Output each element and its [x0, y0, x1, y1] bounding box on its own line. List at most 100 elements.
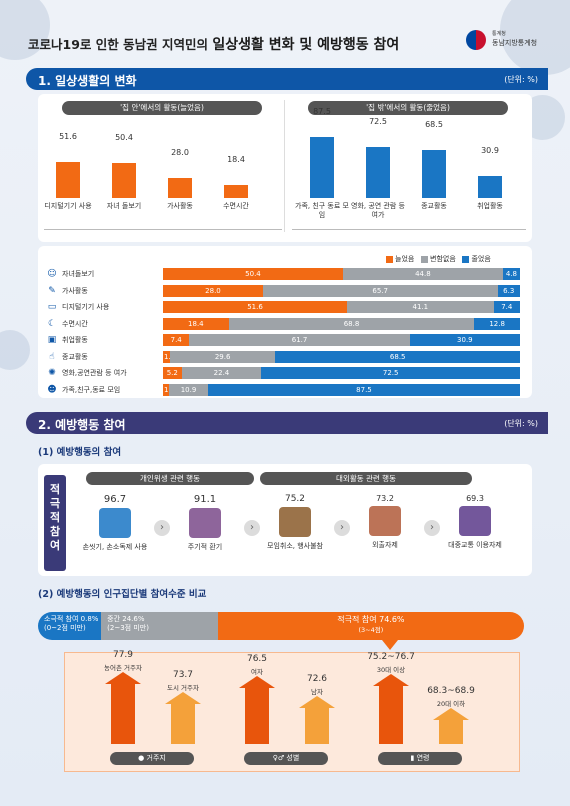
column-label: 종교활동 — [421, 202, 447, 210]
group-value: 73.7 — [172, 670, 194, 680]
inside-header: '집 안'에서의 활동(늘었음) — [62, 101, 262, 115]
group-value: 72.6 — [306, 674, 328, 684]
active-participation-tag: 적극적 참여 — [44, 475, 66, 571]
film-icon: ✺ — [48, 368, 56, 378]
column-bar — [56, 161, 80, 198]
column-value: 87.5 — [313, 106, 331, 116]
window-icon — [189, 508, 221, 538]
roof-icon — [105, 672, 141, 684]
residence-button: ● 거주지 — [110, 752, 194, 765]
child-care-icon: ☺ — [47, 269, 57, 279]
column-2: 68.5 종교활동 — [414, 94, 454, 242]
column-1: 72.5 영화, 공연 관람 등 여가 — [351, 94, 405, 242]
action-label: 손씻기, 손소독제 사용 — [82, 543, 148, 551]
group-label: 30대 이상 — [376, 666, 406, 674]
door-icon — [369, 506, 401, 536]
row-bars: 51.6 41.1 7.4 — [163, 301, 520, 313]
prevention-action: 73.2 외출자제 — [346, 494, 424, 550]
column-value: 28.0 — [171, 148, 189, 158]
column-value: 51.6 — [59, 131, 77, 141]
table-row: ▭ 디지털기기 사용 51.6 41.1 7.4 — [44, 301, 520, 313]
row-bars: 1.710.987.5 — [163, 383, 520, 396]
panel-divider — [284, 100, 285, 232]
column-value: 68.5 — [425, 120, 443, 130]
row-bars: 7.4 61.7 30.9 — [163, 334, 520, 346]
column-label: 수면시간 — [223, 202, 249, 210]
device-icon: ▭ — [47, 302, 57, 312]
column-value: 18.4 — [227, 155, 245, 165]
activity-panel: '집 안'에서의 활동(늘었음) '집 밖'에서의 활동(줄었음) 51.6 디지… — [38, 94, 532, 242]
page-title: 코로나19로 인한 동남권 지역민의 일상생활 변화 및 예방행동 참여 — [28, 37, 400, 53]
row-label: 가족,친구,동료 모임 — [62, 385, 121, 394]
increased-segment: 7.4 — [163, 334, 190, 346]
increased-segment: 50.4 — [163, 268, 343, 280]
bus-icon — [459, 506, 491, 536]
moon-icon: ☾ — [47, 318, 57, 329]
action-value: 96.7 — [103, 494, 127, 505]
personal-hygiene-header: 개인위생 관련 행동 — [86, 472, 254, 485]
group-value: 75.2~76.7 — [367, 652, 415, 662]
increased-segment: 28.0 — [163, 284, 263, 297]
increased-segment: 5.2 — [163, 367, 182, 379]
column-label: 디지털기기 사용 — [44, 202, 92, 210]
column-bar — [224, 185, 248, 198]
subsection2-title: (2) 예방행동의 인구집단별 참여수준 비교 — [38, 589, 207, 600]
prevention-action: 96.7 손씻기, 손소독제 사용 — [76, 494, 154, 552]
unchanged-segment: 61.7 — [189, 334, 410, 346]
column-1: 50.4 자녀 돌보기 — [104, 94, 144, 242]
age-button: ▮ 연령 — [378, 752, 462, 765]
section2-header: 2. 예방행동 참여 (단위: %) — [26, 412, 548, 434]
column-bar — [422, 150, 446, 198]
table-row: ▣ 취업활동 7.4 61.7 30.9 — [44, 334, 520, 346]
column-bar — [478, 176, 502, 198]
action-value: 69.3 — [466, 494, 484, 503]
unchanged-segment: 29.6 — [169, 350, 276, 363]
prevention-action: 75.2 모임취소, 행사불참 — [256, 494, 334, 551]
house-icon — [439, 720, 463, 744]
gender-button: ♀♂ 성별 — [244, 752, 328, 765]
column-bar — [168, 178, 192, 198]
column-0: 51.6 디지털기기 사용 — [44, 94, 91, 242]
action-label: 외출자제 — [372, 541, 398, 549]
chevron-right-icon: › — [424, 520, 440, 536]
unchanged-segment: 65.7 — [262, 284, 498, 297]
agency-logo: 통계청 동남지방통계청 — [466, 28, 546, 56]
house-icon — [245, 688, 269, 744]
action-label: 모임취소, 행사불참 — [267, 542, 323, 550]
section1-header: 1. 일상생활의 변화 (단위: %) — [26, 68, 548, 90]
decreased-segment: 7.4 — [493, 301, 520, 313]
row-bars: 28.0 65.7 6.3 — [163, 284, 520, 297]
row-bars: 1.929.668.5 — [163, 350, 520, 363]
decreased-segment: 68.5 — [275, 350, 520, 363]
group-value: 76.5 — [246, 654, 268, 664]
unchanged-segment: 10.9 — [169, 383, 208, 396]
column-label: 가족, 친구 동료 모임 — [295, 202, 349, 219]
group-label: 농어촌 거주자 — [104, 664, 142, 672]
table-row: ☝ 종교활동 1.929.668.5 — [44, 350, 520, 363]
house-icon — [379, 686, 403, 744]
unchanged-segment: 41.1 — [347, 301, 494, 313]
column-bar — [310, 136, 334, 198]
roof-icon — [165, 692, 201, 704]
house-icon — [171, 704, 195, 744]
outside-header: '집 밖'에서의 활동(줄었음) — [308, 101, 508, 115]
action-value: 75.2 — [284, 494, 306, 504]
stack-pointer — [382, 640, 398, 650]
table-row: ☺ 자녀돌보기 50.4 44.8 4.8 — [44, 268, 520, 280]
increased-segment: 18.4 — [163, 317, 229, 330]
column-label: 가사활동 — [167, 202, 193, 210]
row-bars: 18.4 68.8 12.8 — [163, 317, 520, 330]
row-label: 종교활동 — [62, 352, 88, 361]
subsection1-title: (1) 예방행동의 참여 — [38, 447, 122, 458]
row-label: 자녀돌보기 — [62, 270, 95, 278]
roof-icon — [239, 676, 275, 688]
group-value: 77.9 — [112, 650, 134, 660]
house-icon — [305, 708, 329, 744]
row-bars: 5.2 22.4 72.5 — [163, 367, 520, 379]
decreased-segment: 6.3 — [497, 284, 520, 297]
action-value: 73.2 — [376, 494, 394, 503]
table-row: ☾ 수면시간 18.4 68.8 12.8 — [44, 317, 520, 330]
column-2: 28.0 가사활동 — [160, 94, 200, 242]
middle-segment: 중간 24.6% (2~3점 미만) — [101, 612, 218, 640]
